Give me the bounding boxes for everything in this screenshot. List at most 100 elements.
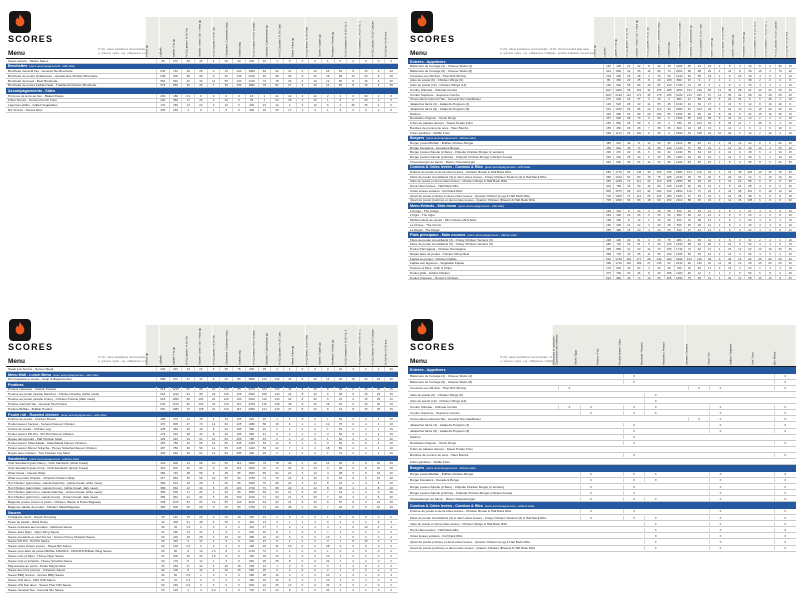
nutrition-value-cell: 2 bbox=[346, 108, 359, 113]
nutrition-value-cell: 20 bbox=[384, 495, 397, 500]
nutrition-value-cell: 27 bbox=[643, 261, 653, 266]
nutrition-value-cell: 980 bbox=[244, 431, 258, 436]
menu-item-row: Sauce côtes levées sucrée - Sweet Rib Sa… bbox=[6, 544, 398, 550]
nutrition-value-cell: 32 bbox=[643, 188, 653, 193]
nutrition-value-cell: 15 bbox=[653, 237, 663, 242]
menu-item-row: Burger poulet Buffalo - Buffalo Chicken … bbox=[408, 140, 796, 146]
menu-item-row: Frites gaufrées - Waffle Fries 338 1170 65 1… bbox=[408, 130, 796, 136]
nutrition-value-cell: 19 bbox=[744, 64, 754, 69]
nutrition-value-cell: 219 bbox=[603, 73, 613, 78]
allergen-cell: X bbox=[709, 546, 731, 551]
nutrition-value-cell: 240 bbox=[244, 58, 258, 63]
nutrition-value-cell: 4 bbox=[754, 218, 764, 222]
nutrition-value-cell: 8 bbox=[724, 159, 734, 164]
nutrition-value-cell: 95 bbox=[603, 78, 613, 83]
nutrition-value-cell: 115 bbox=[623, 256, 633, 261]
nutrition-value-cell: 2 bbox=[346, 451, 359, 456]
nutrition-value-cell: 25 bbox=[643, 193, 653, 198]
nutrition-value-cell: 460 bbox=[603, 179, 613, 184]
nutrition-value-cell: 1 bbox=[206, 529, 220, 534]
section-title: Combos & Côtes levées - Combos & Ribs bbox=[410, 165, 483, 170]
nutrition-value-cell: 68 bbox=[181, 397, 194, 402]
nutrition-value-cell: 64 bbox=[270, 490, 283, 495]
nutrition-value-cell: 1710 bbox=[613, 261, 623, 266]
nutrition-value-cell: 7 bbox=[320, 504, 334, 509]
nutrition-value-cell: 3 bbox=[282, 529, 296, 534]
nutrition-value-cell: 4 bbox=[308, 441, 321, 446]
nutrition-value-cell: 10 bbox=[320, 461, 334, 466]
nutrition-value-cell: 31 bbox=[744, 237, 754, 242]
nutrition-value-cell: 1780 bbox=[244, 504, 258, 509]
nutrition-value-cell: 5 bbox=[206, 495, 220, 500]
nutrition-value-cell: 510 bbox=[603, 256, 613, 261]
nutrition-value-cell: 8 bbox=[764, 198, 775, 203]
nutrition-value-cell: 14 bbox=[703, 213, 714, 218]
nutrition-value-cell: 0 bbox=[194, 544, 207, 549]
nutrition-value-cell: 24 bbox=[206, 397, 220, 402]
nutrition-value-cell: 80 bbox=[633, 174, 643, 179]
menu-item-row: Burger poulet Buffalo - Buffalo Chicken … bbox=[408, 472, 796, 478]
nutrition-value-cell: 45 bbox=[754, 121, 764, 126]
nutrition-value-cell: 74 bbox=[683, 83, 694, 88]
nutrition-value-cell: 900 bbox=[613, 116, 623, 121]
menu-item-name: Frites gaufrées - Waffle Fries bbox=[410, 459, 450, 464]
nutrition-value-cell: 1890 bbox=[673, 275, 684, 280]
nutrition-value-cell: 2110 bbox=[673, 198, 684, 203]
nutrition-value-cell: 66 bbox=[181, 402, 194, 407]
nutrition-value-cell: 16 bbox=[724, 247, 734, 252]
nutrition-value-cell: 2 bbox=[359, 558, 372, 563]
nutrition-value-cell: 78 bbox=[333, 421, 347, 426]
nutrition-value-cell: 12 bbox=[724, 125, 734, 130]
menu-item-name: Brochette Général Tao - General Tao Broc… bbox=[8, 69, 73, 74]
nutrition-value-cell: 4 bbox=[359, 578, 372, 583]
nutrition-value-cell: 88 bbox=[683, 198, 694, 203]
nutrition-value-cell: 1350 bbox=[673, 116, 684, 121]
nutrition-value-cell: 2 bbox=[384, 553, 397, 558]
nutrition-value-cell: 6 bbox=[764, 125, 775, 130]
nutrition-value-cell: 389 bbox=[156, 480, 169, 485]
nutrition-value-cell: 10 bbox=[784, 227, 795, 232]
allergen-cell: X bbox=[558, 386, 580, 391]
nutrition-value-cell: 42 bbox=[194, 563, 207, 568]
nutrition-value-cell: 8 bbox=[371, 73, 385, 78]
nutrition-value-cell: 2 bbox=[754, 237, 764, 242]
allergen-cell: X bbox=[709, 490, 731, 495]
nutrition-value-cell: 55 bbox=[653, 102, 663, 107]
nutrition-value-cell: 6 bbox=[703, 83, 714, 88]
nutrition-value-cell: 135 bbox=[653, 261, 663, 266]
nutrition-value-cell: 350 bbox=[613, 125, 623, 130]
nutrition-value-cell: 8 bbox=[774, 198, 785, 203]
nutrition-value-cell: 1 bbox=[320, 451, 334, 456]
nutrition-value-cell: 58 bbox=[194, 73, 207, 78]
nutrition-value-cell: 618 bbox=[156, 387, 169, 392]
nutrition-value-cell: 680 bbox=[244, 573, 258, 578]
allergen-cell: X bbox=[709, 509, 731, 514]
nutrition-value-cell: 4 bbox=[643, 227, 653, 232]
menu-item-name: Filets de poulet croustillants (3) et de… bbox=[410, 174, 547, 179]
column-header: Lipides / Fat (g) bbox=[172, 17, 186, 58]
allergen-cell: X bbox=[579, 484, 602, 489]
menu-item-name: Sauce ailes Dijon - Dijon Wing Sauce bbox=[8, 529, 60, 534]
nutrition-value-cell: 2640 bbox=[244, 397, 258, 402]
nutrition-value-cell: 18 bbox=[623, 125, 633, 130]
nutrition-value-cell: 51 bbox=[633, 242, 643, 247]
nutrition-value-cell: 6 bbox=[359, 504, 372, 509]
nutrition-value-cell: 1210 bbox=[168, 387, 182, 392]
nutrition-value-cell: 10 bbox=[359, 524, 372, 529]
nutrition-value-cell: 36 bbox=[724, 256, 734, 261]
section-title: Menu Enfants - Kids menu bbox=[410, 203, 457, 208]
nutrition-value-cell: 2490 bbox=[673, 256, 684, 261]
nutrition-value-cell: 84 bbox=[270, 504, 283, 509]
nutrition-value-cell: 590 bbox=[673, 222, 684, 227]
column-header: Saturés + trans / Sat + Trans (g) bbox=[199, 325, 213, 366]
column-header: Noix / Nuts bbox=[752, 325, 774, 366]
nutrition-value-cell: 6 bbox=[734, 218, 744, 222]
nutrition-value-cell: 12 bbox=[282, 583, 296, 588]
nutrition-value-cell: 338 bbox=[603, 130, 613, 135]
nutrition-value-cell: 29 bbox=[282, 73, 296, 78]
menu-item-name: Poulet Parmigiana - Chicken Parmigiana bbox=[410, 247, 466, 252]
nutrition-value-cell: 2 bbox=[754, 266, 764, 271]
menu-item-row: Combo Suprême - Supreme Combo 1427 2190 112… bbox=[408, 92, 796, 98]
nutrition-value-cell: 2 bbox=[359, 583, 372, 588]
nutrition-value-cell: 6 bbox=[754, 193, 764, 198]
